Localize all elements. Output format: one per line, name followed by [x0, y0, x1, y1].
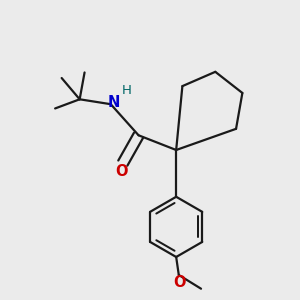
Text: N: N	[107, 95, 119, 110]
Text: H: H	[122, 84, 131, 97]
Text: O: O	[173, 275, 186, 290]
Text: O: O	[115, 164, 128, 179]
